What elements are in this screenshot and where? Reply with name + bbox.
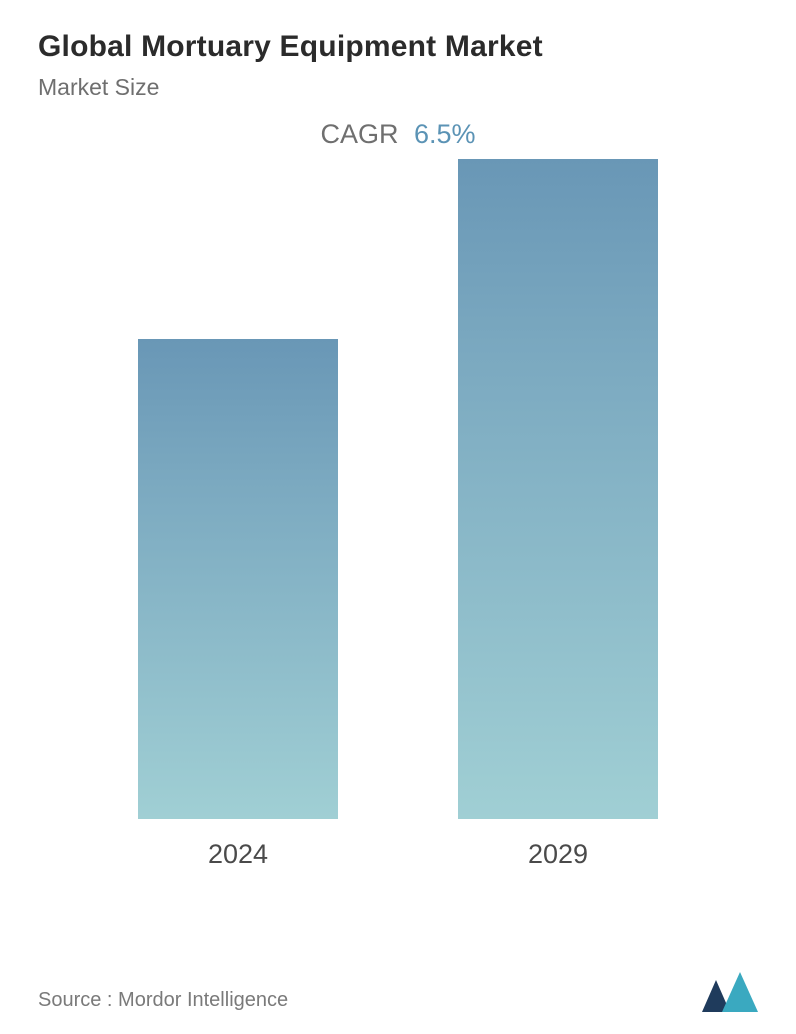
bar-label-2024: 2024 [208, 839, 268, 870]
footer: Source : Mordor Intelligence [38, 972, 758, 1012]
bar-chart: 2024 2029 [38, 190, 758, 870]
page-title: Global Mortuary Equipment Market [38, 30, 758, 64]
cagr-line: CAGR 6.5% [38, 119, 758, 150]
page-subtitle: Market Size [38, 74, 758, 101]
bar-group-2029: 2029 [458, 159, 658, 870]
cagr-value: 6.5% [414, 119, 476, 149]
bar-2024 [138, 339, 338, 819]
bar-group-2024: 2024 [138, 339, 338, 870]
cagr-label: CAGR [320, 119, 398, 149]
mordor-logo-icon [702, 972, 758, 1012]
bar-2029 [458, 159, 658, 819]
source-text: Source : Mordor Intelligence [38, 989, 288, 1012]
bar-label-2029: 2029 [528, 839, 588, 870]
